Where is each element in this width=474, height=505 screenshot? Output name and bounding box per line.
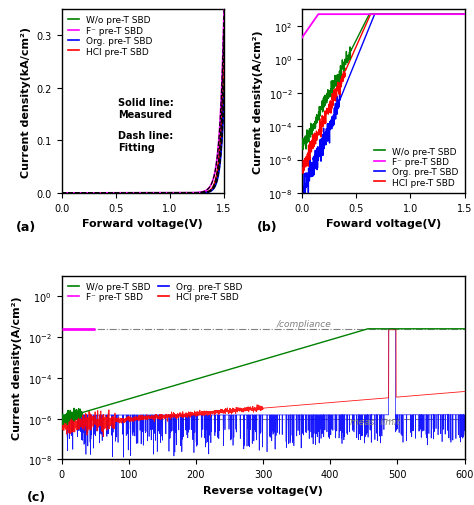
Text: Solid line:
Measured: Solid line: Measured — [118, 98, 174, 120]
Legend: W/o pre-T SBD, F⁻ pre-T SBD, Org. pre-T SBD, HCl pre-T SBD: W/o pre-T SBD, F⁻ pre-T SBD, Org. pre-T … — [66, 15, 154, 58]
Text: meas. limit: meas. limit — [350, 417, 401, 426]
Text: (a): (a) — [16, 220, 36, 233]
X-axis label: Foward voltage(V): Foward voltage(V) — [326, 219, 441, 229]
X-axis label: Forward voltage(V): Forward voltage(V) — [82, 219, 203, 229]
Y-axis label: Current density(A/cm²): Current density(A/cm²) — [12, 296, 22, 439]
Text: (b): (b) — [256, 220, 277, 233]
Legend: W/o pre-T SBD, F⁻ pre-T SBD, Org. pre-T SBD, HCl pre-T SBD: W/o pre-T SBD, F⁻ pre-T SBD, Org. pre-T … — [372, 145, 460, 189]
Y-axis label: Current density(kA/cm²): Current density(kA/cm²) — [21, 26, 31, 177]
Text: (c): (c) — [27, 490, 46, 503]
X-axis label: Reverse voltage(V): Reverse voltage(V) — [203, 485, 323, 495]
Legend: W/o pre-T SBD, F⁻ pre-T SBD, Org. pre-T SBD, HCl pre-T SBD: W/o pre-T SBD, F⁻ pre-T SBD, Org. pre-T … — [66, 281, 244, 304]
Text: /compliance: /compliance — [276, 319, 331, 328]
Y-axis label: Current density(A/cm²): Current density(A/cm²) — [253, 30, 263, 174]
Text: Dash line:
Fitting: Dash line: Fitting — [118, 131, 174, 153]
